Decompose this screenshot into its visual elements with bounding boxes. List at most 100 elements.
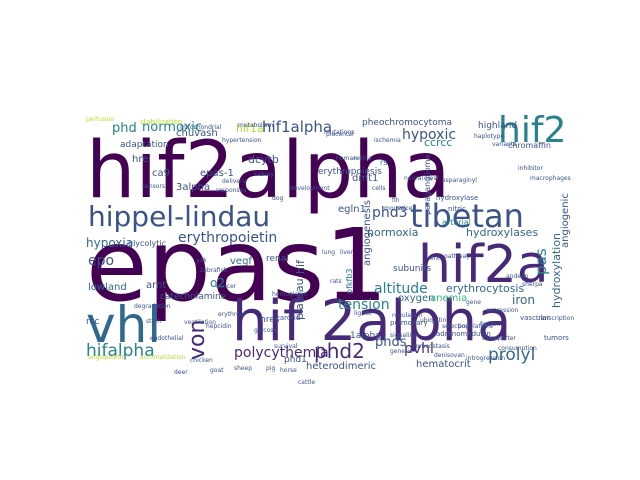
cloud-word: ischemia [374,137,401,144]
cloud-word: arnt [146,280,166,291]
cloud-word: highland [478,121,517,131]
cloud-word: carotid [276,314,300,322]
cloud-word: retina [354,155,372,162]
cloud-word: ubiquitin [420,317,447,324]
cloud-word: genetic [390,348,412,355]
cloud-word: denisovan [434,352,465,359]
cloud-word: crest [424,175,439,182]
cloud-word: epo [88,253,114,269]
cloud-word: vegf [230,256,252,267]
cloud-word: pheochromocytoma [362,118,452,128]
cloud-word: liver [340,249,354,256]
cloud-word: epas1 [86,207,388,324]
cloud-word: delivery [222,178,247,185]
cloud-word: transporter [482,335,516,342]
cloud-word: goat [210,367,224,374]
cloud-word: kidney [254,171,274,178]
cloud-word: rs [380,158,387,167]
cloud-word: stem [146,318,161,325]
cloud-word: pig [266,365,275,372]
cloud-word: tension [338,297,390,313]
cloud-word: hif 2alpha [232,289,511,354]
cloud-word: variants [492,141,516,148]
cloud-word: chuvash [176,128,218,139]
cloud-word: hif1alpha [262,118,332,136]
cloud-word: horse [280,367,297,374]
cloud-word: subunits [393,264,432,274]
cloud-word: nitric [448,205,466,213]
cloud-word: mouse [384,205,404,212]
cloud-word: anemia [430,293,467,304]
cloud-word: prolyl [488,345,535,365]
cloud-word: erythrocytosis [446,282,524,295]
cloud-word: asparaginyl [442,177,477,184]
cloud-word: macrophages [530,175,571,182]
cloud-word: angiogenic [560,193,571,248]
cloud-word: adrenomedullin [436,330,491,338]
cloud-word: regulation [392,312,423,319]
cloud-word: erythroid [218,311,246,318]
cloud-word: hres [260,315,280,325]
cloud-word: fih [392,197,400,204]
cloud-word: vascular [520,314,550,322]
cloud-word: mitochondrial [180,124,222,131]
cloud-word: pulmonary [390,319,428,327]
cloud-word: stabilization [140,118,182,126]
cloud-word: vhl [86,296,161,354]
cloud-word: hemoglobin [272,291,308,298]
cloud-word: hif2 [498,110,566,151]
cloud-word: ferritin [480,321,500,328]
cloud-word: epas-1 [200,168,234,179]
cloud-word: survival [274,343,298,350]
cloud-word: pvhl [404,341,434,357]
cloud-word: homeostasis [412,343,450,350]
cloud-word: normoxia [367,226,418,239]
cloud-word: introgression [466,355,505,362]
cloud-word: hypoxia [86,236,133,250]
cloud-word: angiogenesis [362,200,373,266]
cloud-word: sensors [142,183,165,190]
cloud-word: rats [330,278,342,285]
cloud-word: mutations [324,129,354,136]
cloud-word: development [290,185,330,192]
cloud-word: phd3 [372,205,408,221]
cloud-word: degradation [134,303,171,310]
cloud-word: ca9 [152,168,170,179]
cloud-word: von [185,320,210,360]
cloud-word: inhibitor [518,165,543,172]
cloud-word: hif1a [236,122,264,135]
cloud-word: zebrafish [200,267,228,274]
cloud-word: human [336,155,357,162]
cloud-word: pas [532,248,550,275]
cloud-word: acclimatization [140,354,186,361]
cloud-word: haplotype [474,133,504,140]
cloud-word: hif2a [418,235,549,295]
cloud-word: glycolytic [128,239,166,248]
cloud-word: phds [375,335,407,350]
cloud-word: dcytb [248,153,279,166]
cloud-word: hypoxic [402,127,456,143]
cloud-word: tumors [544,334,569,342]
cloud-word: cattle [298,379,315,386]
cloud-word: hydroxylase [436,194,478,202]
cloud-word: oxygen [398,293,434,304]
cloud-word: deer [174,369,188,376]
cloud-word: adaptation [120,140,169,150]
cloud-word: selection [442,323,469,330]
cloud-word: ventilation [184,319,216,326]
cloud-word: tibetan [410,197,524,235]
cloud-word: chromaffin [508,141,551,150]
cloud-word: hydroxylation [550,233,563,308]
cloud-word: hematocrit [416,359,471,370]
cloud-word: lung [322,249,335,256]
cloud-word: hypertension [222,137,262,144]
cloud-word: consumption [498,345,537,352]
cloud-word: phd1 [284,355,307,365]
cloud-word: transcription [536,315,574,322]
cloud-word: signaling [390,332,417,339]
cloud-word: hippel-lindau [88,200,270,233]
cloud-word: yak [196,257,207,264]
cloud-word: glucose [254,327,277,334]
cloud-word: hydroxylases [466,226,538,239]
